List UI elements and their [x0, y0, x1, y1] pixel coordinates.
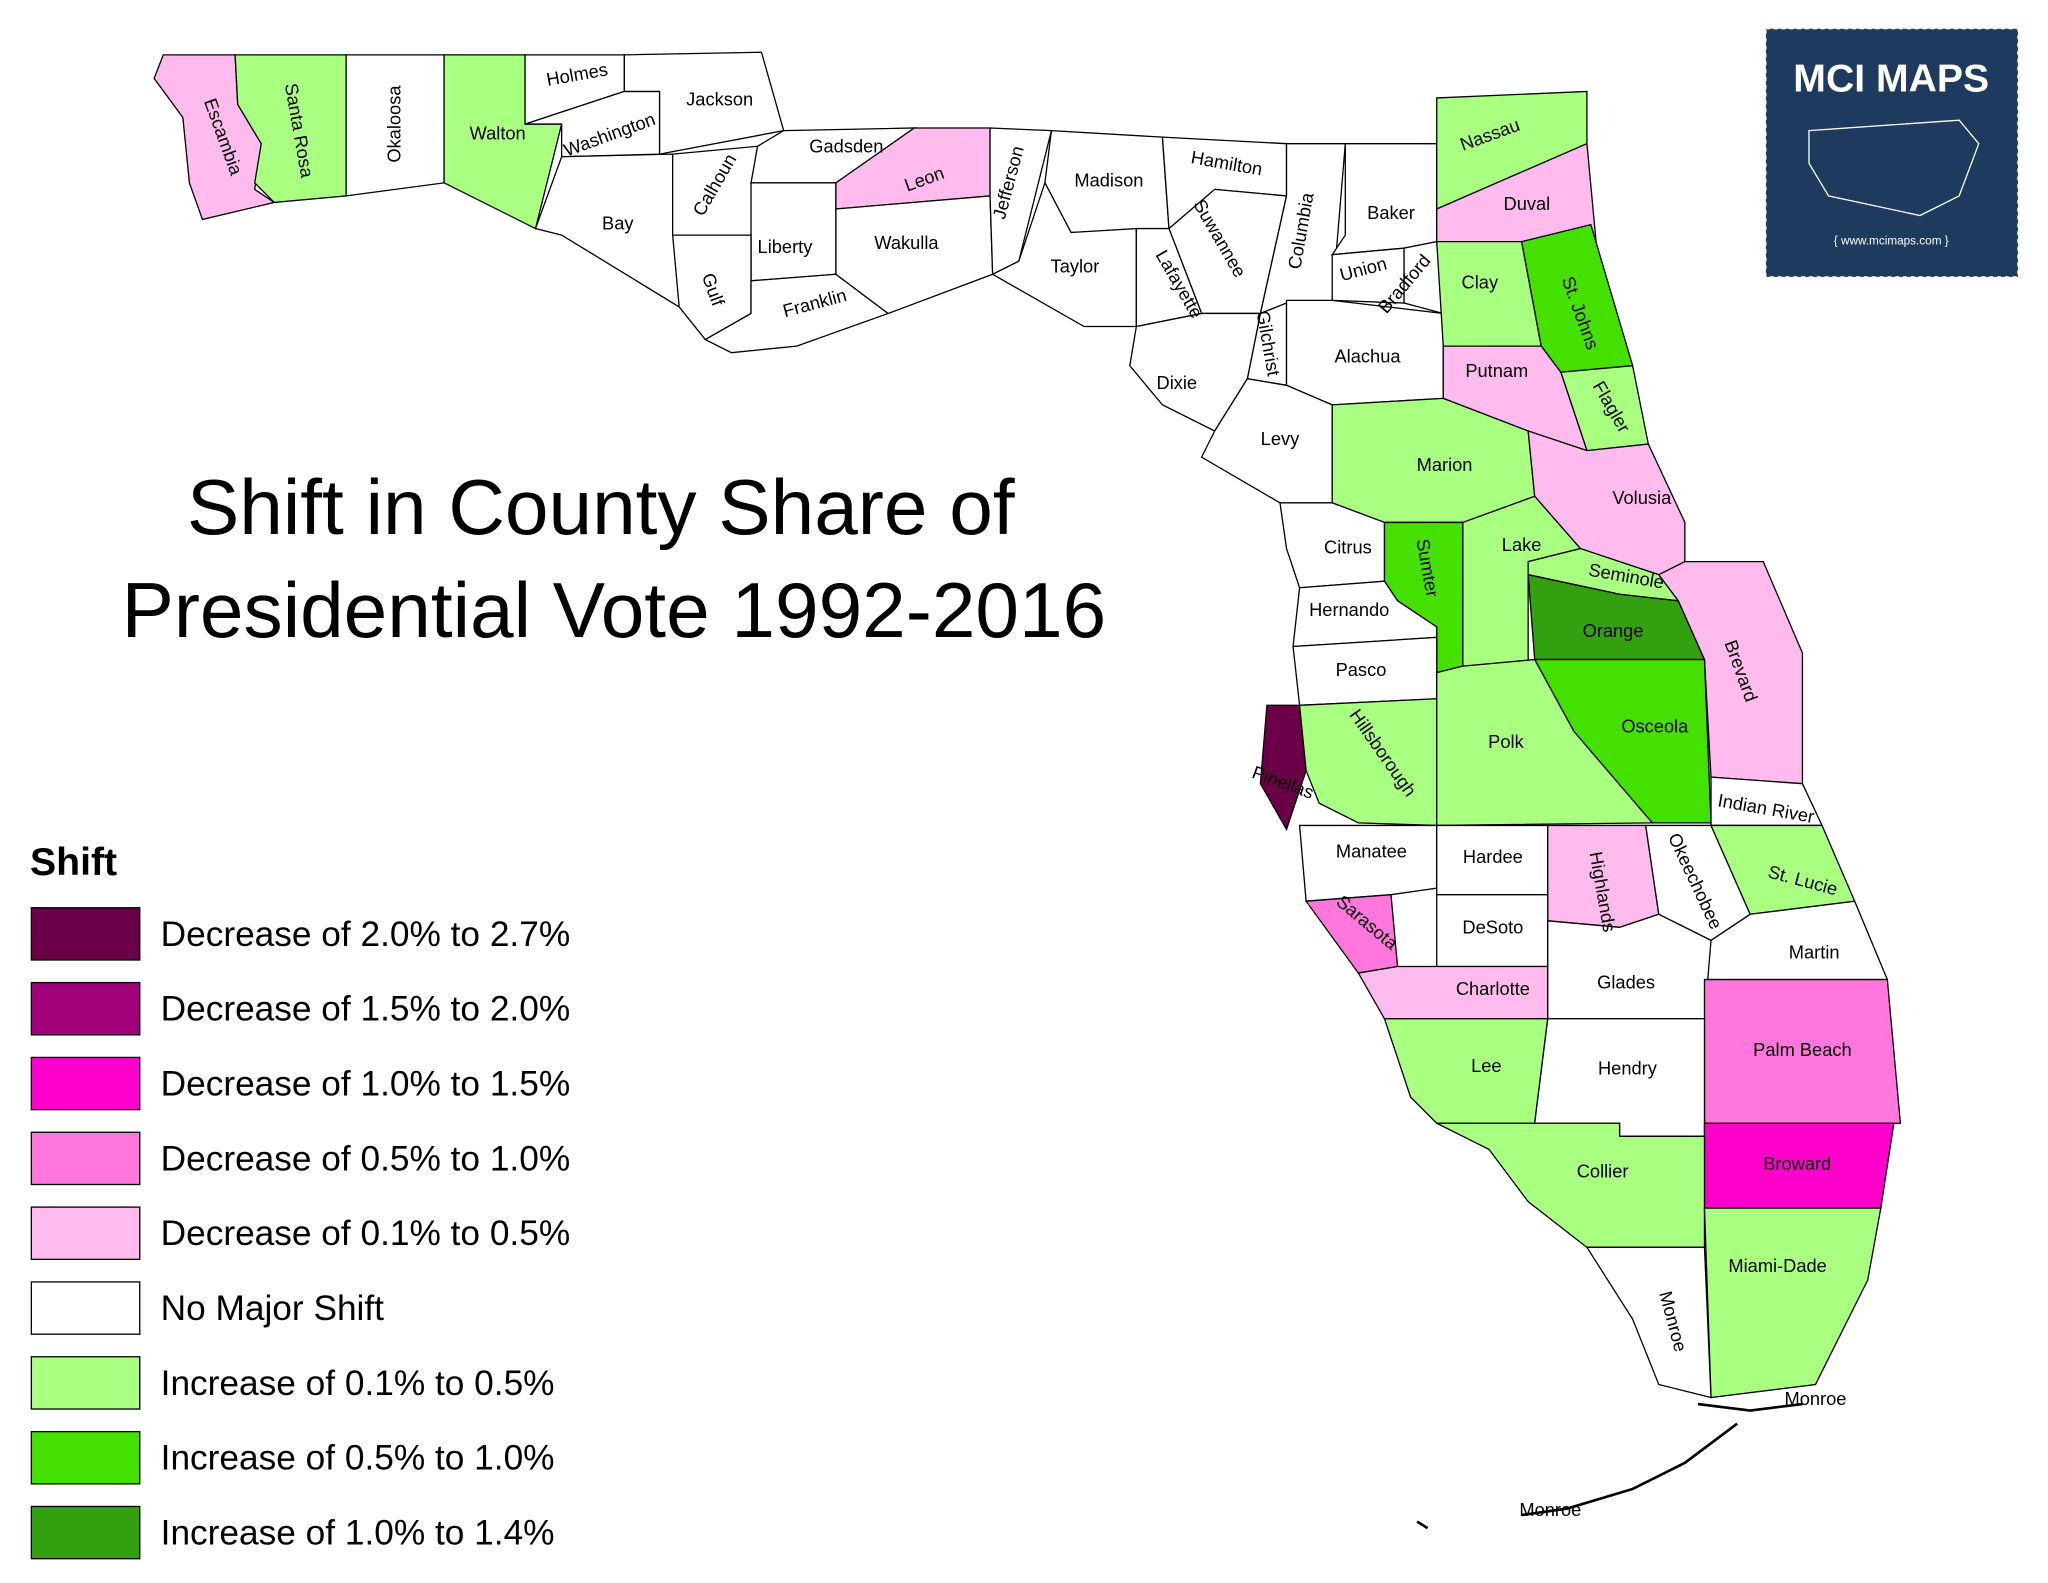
legend-label: Increase of 0.5% to 1.0%: [161, 1439, 555, 1478]
county-label: Wakulla: [874, 232, 939, 253]
county-label: Martin: [1789, 941, 1840, 962]
keys: [1416, 1402, 1803, 1530]
county-label: Volusia: [1612, 487, 1672, 508]
county: [750, 182, 837, 282]
legend-label: Increase of 0.1% to 0.5%: [161, 1364, 555, 1403]
county-label: Dixie: [1157, 372, 1198, 393]
county-label: Hendry: [1598, 1058, 1658, 1079]
county-label: Putnam: [1465, 360, 1528, 381]
county-label: Alachua: [1334, 346, 1401, 367]
county-label: Lee: [1471, 1055, 1501, 1076]
county-label: DeSoto: [1462, 916, 1523, 937]
county-label: Glades: [1597, 971, 1655, 992]
legend-label: Decrease of 1.0% to 1.5%: [161, 1064, 571, 1103]
county-label: Baker: [1367, 202, 1415, 223]
county-label: Pasco: [1336, 659, 1387, 680]
legend-label: Decrease of 2.0% to 2.7%: [161, 915, 571, 954]
legend-label: Decrease of 0.5% to 1.0%: [161, 1139, 571, 1178]
legend-title: Shift: [30, 841, 117, 884]
county: [1259, 704, 1307, 831]
county-label: Jackson: [686, 88, 753, 109]
legend-swatch: [30, 1131, 141, 1186]
county-label: Taylor: [1051, 256, 1100, 277]
usa-outline: [1808, 119, 1980, 217]
legend: Decrease of 2.0% to 2.7% Decrease of 1.5%…: [30, 907, 571, 1560]
legend-swatch: [30, 1206, 141, 1261]
logo: MCI MAPS { www.mcimaps.com }: [1765, 28, 2019, 278]
legend-swatch: [30, 1356, 141, 1410]
county-label: Charlotte: [1456, 978, 1530, 999]
county-label: Collier: [1577, 1161, 1629, 1182]
county: [1585, 1246, 1712, 1399]
legend-swatch: [30, 1281, 141, 1335]
legend-label: Decrease of 0.1% to 0.5%: [161, 1214, 571, 1253]
county-label: Palm Beach: [1753, 1039, 1851, 1060]
county-label: Hernando: [1309, 599, 1389, 620]
counties: Escambia Santa Rosa Okaloosa WaltonHolmesWa…: [153, 51, 1902, 1520]
county-label: Clay: [1462, 271, 1499, 292]
county-label: Duval: [1503, 193, 1550, 214]
county-label: Monroe: [1519, 1499, 1581, 1520]
title-line: Shift in County Share of: [187, 463, 1015, 551]
county-label: Lake: [1502, 534, 1542, 555]
county-label: Hardee: [1463, 846, 1523, 867]
county: [1330, 143, 1438, 256]
legend-swatch: [30, 1430, 141, 1485]
county-label: Liberty: [758, 236, 814, 257]
legend-swatch: [30, 1056, 141, 1111]
county-label: Bay: [602, 212, 634, 233]
legend-swatch: [30, 981, 141, 1036]
county-label: Levy: [1261, 428, 1300, 449]
legend-label: No Major Shift: [161, 1289, 385, 1328]
county-label: Madison: [1074, 169, 1143, 190]
county-label: Broward: [1763, 1153, 1831, 1174]
county: [1298, 824, 1438, 902]
logo-url: { www.mcimaps.com }: [1834, 235, 1949, 248]
county: [835, 195, 994, 315]
legend-label: Increase of 1.0% to 1.4%: [161, 1514, 555, 1553]
title-line: Presidential Vote 1992-2016: [122, 566, 1107, 654]
county-label: Okaloosa: [384, 85, 405, 163]
legend-label: Decrease of 1.5% to 2.0%: [161, 990, 571, 1029]
county-label: Walton: [470, 122, 526, 143]
county-label: Manatee: [1336, 841, 1407, 862]
legend-swatch: [30, 1505, 141, 1560]
county-label: Miami-Dade: [1728, 1255, 1826, 1276]
county-label: Marion: [1417, 454, 1473, 475]
county-label: Citrus: [1324, 536, 1372, 557]
legend-swatch: [30, 907, 141, 961]
county-label: Osceola: [1621, 715, 1689, 736]
logo-name: MCI MAPS: [1793, 57, 1989, 100]
county-label: Gadsden: [809, 135, 883, 156]
county-label: Polk: [1488, 731, 1524, 752]
county-label: Orange: [1583, 620, 1644, 641]
county: [1547, 913, 1712, 1020]
